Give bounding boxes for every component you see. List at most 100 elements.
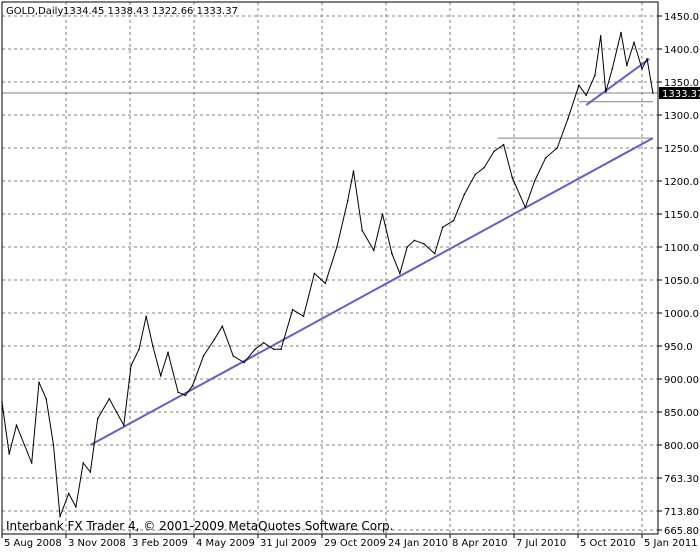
- price-point: [633, 41, 635, 44]
- price-point: [413, 239, 416, 242]
- x-tick-label: 5 Aug 2008: [4, 538, 62, 549]
- y-tick-label: 1050.0: [664, 276, 699, 287]
- price-point: [483, 167, 485, 169]
- price-point: [67, 492, 70, 495]
- price-point: [291, 308, 294, 311]
- price-line: [1, 32, 654, 517]
- grid: [2, 2, 658, 534]
- price-point: [302, 315, 305, 318]
- y-tick-label: 950.0: [664, 342, 693, 353]
- price-point: [544, 157, 547, 159]
- ohlc-values: 1334.45 1338.43 1322.66 1333.37: [63, 6, 238, 17]
- price-point: [646, 58, 648, 60]
- price-point: [556, 147, 558, 149]
- price-point: [221, 325, 224, 328]
- price-point: [399, 272, 401, 275]
- price-point: [567, 117, 569, 120]
- price-point: [82, 462, 84, 464]
- price-point: [391, 252, 393, 255]
- x-tick-label: 3 Feb 2009: [132, 538, 188, 549]
- price-point: [502, 143, 505, 146]
- price-point: [59, 515, 61, 518]
- y-tick-label: 1250.0: [664, 144, 699, 155]
- trendlines[interactable]: [89, 58, 654, 446]
- x-tick-label: 5 Oct 2010: [580, 538, 635, 549]
- price-point: [262, 341, 265, 344]
- y-tick-label: 1350.0: [664, 78, 699, 89]
- price-point: [232, 355, 234, 357]
- y-axis: 1450.0 1400.0 1350.0 1300.0 1250.0 1200.0 1150…: [658, 12, 699, 537]
- price-point: [373, 249, 375, 252]
- y-tick-label: 900.00: [664, 375, 699, 386]
- price-point: [620, 31, 622, 34]
- y-tick-label: 800.00: [664, 441, 699, 452]
- y-tick-label: 1450.0: [664, 12, 699, 23]
- price-point: [15, 424, 18, 427]
- price-point: [599, 35, 602, 37]
- y-tick-label: 713.80: [664, 507, 699, 518]
- price-point: [254, 348, 256, 351]
- price-point: [641, 68, 643, 70]
- y-tick-label: 850.00: [664, 408, 699, 419]
- x-tick-label: 24 Jan 2010: [388, 538, 448, 549]
- current-price-label: 1333.37: [662, 89, 700, 100]
- price-point: [324, 282, 327, 285]
- trendline[interactable]: [585, 58, 650, 106]
- price-point: [313, 272, 316, 275]
- price-point: [626, 64, 628, 67]
- price-point: [30, 462, 33, 464]
- x-tick-label: 5 Jan 2011: [644, 538, 698, 549]
- price-point: [177, 391, 179, 394]
- x-tick-label: 3 Nov 2008: [68, 538, 126, 549]
- price-point: [75, 506, 77, 508]
- y-tick-label: 665.80: [664, 526, 699, 537]
- current-price-marker: 1333.37: [659, 87, 700, 100]
- x-tick-label: 29 Oct 2009: [324, 538, 386, 549]
- price-point: [493, 150, 495, 153]
- price-point: [441, 226, 444, 228]
- level-lines: [2, 92, 658, 139]
- y-tick-label: 1100.0: [664, 243, 699, 254]
- footer-copyright: Interbank FX Trader 4, © 2001-2009 MetaQ…: [6, 519, 394, 533]
- x-tick-label: 8 Apr 2010: [452, 538, 507, 549]
- price-point: [336, 246, 338, 248]
- price-point: [511, 176, 514, 179]
- price-point: [346, 200, 349, 202]
- price-point: [184, 394, 187, 397]
- trendline[interactable]: [89, 137, 654, 446]
- price-point: [652, 92, 654, 94]
- price-point: [433, 252, 436, 255]
- price-point: [191, 384, 194, 387]
- price-point: [159, 374, 162, 377]
- price-point: [423, 242, 425, 245]
- y-tick-label: 1000.0: [664, 309, 699, 320]
- price-point: [452, 219, 455, 222]
- x-tick-label: 4 May 2009: [196, 538, 255, 549]
- price-point: [167, 351, 169, 354]
- price-point: [130, 365, 132, 367]
- y-tick-label: 763.30: [664, 474, 699, 485]
- y-tick-label: 1150.0: [664, 210, 699, 221]
- price-point: [202, 355, 205, 357]
- price-point: [45, 398, 47, 400]
- current-price-label-bg: [659, 87, 700, 99]
- price-point: [38, 381, 40, 384]
- price-point: [578, 84, 580, 87]
- price-point: [89, 471, 92, 473]
- price-point: [243, 361, 245, 364]
- price-point: [594, 74, 596, 77]
- plot-border: [1, 1, 659, 535]
- price-point: [115, 411, 118, 413]
- y-tick-label: 1200.0: [664, 177, 699, 188]
- price-point: [605, 91, 607, 93]
- price-point: [8, 453, 10, 455]
- price-point: [611, 68, 614, 70]
- price-point: [406, 246, 409, 248]
- price-point: [463, 193, 466, 195]
- price-point: [361, 229, 364, 232]
- price-series: [1, 31, 654, 518]
- price-point: [138, 348, 140, 351]
- chart-title: GOLD,Daily: [6, 6, 63, 17]
